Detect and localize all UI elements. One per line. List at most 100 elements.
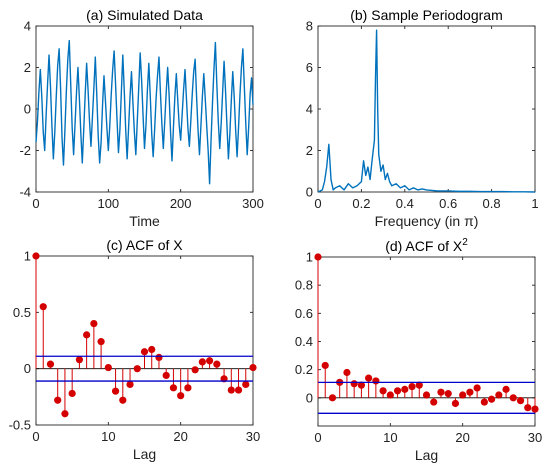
x-axis-label: Lag bbox=[415, 447, 438, 463]
plot-frame bbox=[317, 25, 536, 193]
x-tick-label: 0 bbox=[314, 196, 321, 211]
y-tick-label: -4 bbox=[19, 185, 31, 200]
x-tick-label: 0 bbox=[314, 430, 321, 445]
acf-marker bbox=[104, 363, 112, 372]
y-tick-label: 0.4 bbox=[295, 334, 313, 349]
plot-frame bbox=[35, 255, 254, 426]
x-tick-label: 0 bbox=[32, 196, 39, 211]
acf-marker bbox=[408, 382, 416, 391]
y-tick-label: 1 bbox=[306, 250, 313, 265]
title-superscript: 2 bbox=[462, 237, 468, 248]
acf-marker bbox=[372, 377, 380, 385]
acf-marker bbox=[46, 360, 55, 368]
acf-marker bbox=[119, 396, 127, 404]
chart-title: (a) Simulated Data bbox=[86, 7, 203, 23]
y-tick-label: 0 bbox=[24, 102, 31, 117]
acf-marker bbox=[480, 398, 488, 406]
acf-marker bbox=[162, 371, 170, 380]
y-tick-label: 0.2 bbox=[295, 362, 313, 377]
x-tick-label: 20 bbox=[173, 429, 187, 444]
acf-marker bbox=[140, 348, 149, 356]
x-tick-label: 20 bbox=[455, 430, 469, 445]
x-axis-label: Lag bbox=[133, 446, 156, 462]
acf-marker bbox=[343, 368, 351, 377]
x-tick-label: 1 bbox=[531, 196, 538, 211]
acf-marker bbox=[242, 380, 250, 389]
x-tick-label: 100 bbox=[97, 196, 119, 211]
acf-marker bbox=[54, 396, 62, 404]
acf-marker bbox=[191, 366, 199, 374]
acf-marker bbox=[198, 358, 206, 366]
acf-marker bbox=[32, 252, 40, 260]
panel-d-acf-x-squared: 0 10 20 30 0 0.2 0.4 0.6 0.8 1 (d) ACF of X2 Lag bbox=[295, 237, 542, 463]
acf-marker bbox=[83, 331, 91, 339]
series-line bbox=[317, 29, 536, 193]
chart-title: (b) Sample Periodogram bbox=[350, 7, 503, 23]
acf-marker bbox=[111, 387, 120, 395]
y-tick-label: 4 bbox=[24, 19, 31, 34]
acf-marker bbox=[148, 345, 156, 354]
y-tick-label: 0.5 bbox=[13, 305, 31, 320]
acf-marker bbox=[206, 357, 214, 365]
acf-marker bbox=[451, 399, 460, 408]
y-tick-label: 0 bbox=[24, 361, 31, 376]
x-tick-label: 0.2 bbox=[352, 196, 370, 211]
x-tick-label: 0 bbox=[32, 429, 39, 444]
x-tick-label: 30 bbox=[528, 430, 542, 445]
series-line bbox=[35, 39, 254, 185]
acf-marker bbox=[466, 388, 474, 396]
x-tick-label: 10 bbox=[383, 430, 397, 445]
acf-marker bbox=[422, 391, 431, 399]
acf-marker bbox=[444, 390, 452, 398]
acf-marker bbox=[502, 385, 510, 393]
acf-marker bbox=[379, 387, 387, 395]
y-tick-label: 0.8 bbox=[295, 278, 313, 293]
acf-marker bbox=[459, 391, 467, 399]
acf-marker bbox=[516, 397, 525, 405]
acf-marker bbox=[169, 384, 178, 392]
acf-marker bbox=[524, 404, 532, 412]
acf-marker bbox=[365, 374, 373, 382]
acf-marker bbox=[488, 395, 496, 403]
y-tick-label: 0 bbox=[306, 390, 313, 405]
acf-marker bbox=[177, 392, 185, 400]
acf-marker bbox=[401, 385, 409, 393]
x-tick-label: 0.4 bbox=[396, 196, 414, 211]
y-tick-label: 2 bbox=[306, 143, 313, 158]
acf-marker bbox=[68, 389, 76, 398]
acf-marker bbox=[184, 384, 192, 392]
acf-marker bbox=[328, 394, 337, 402]
y-tick-label: 1 bbox=[24, 249, 31, 264]
y-tick-label: -2 bbox=[19, 143, 31, 158]
chart-title: (c) ACF of X bbox=[106, 237, 183, 253]
acf-marker bbox=[437, 388, 445, 396]
y-tick-label: 6 bbox=[306, 60, 313, 75]
acf-marker bbox=[126, 380, 134, 389]
x-tick-label: 300 bbox=[242, 196, 264, 211]
acf-marker bbox=[386, 391, 394, 399]
acf-marker bbox=[75, 356, 83, 364]
acf-marker bbox=[495, 391, 503, 399]
x-tick-label: 0.6 bbox=[439, 196, 457, 211]
acf-marker bbox=[357, 381, 365, 389]
acf-marker bbox=[61, 410, 69, 418]
acf-marker bbox=[133, 365, 141, 373]
acf-marker bbox=[509, 394, 517, 402]
plot-frame bbox=[317, 256, 536, 427]
acf-marker bbox=[234, 386, 243, 394]
acf-marker bbox=[39, 303, 47, 311]
acf-marker bbox=[473, 384, 481, 392]
acf-marker bbox=[430, 398, 438, 406]
acf-marker bbox=[415, 381, 423, 389]
chart-title: (d) ACF of X2 bbox=[385, 237, 468, 254]
y-tick-label: 0 bbox=[306, 185, 313, 200]
y-tick-label: 0.6 bbox=[295, 306, 313, 321]
x-tick-label: 30 bbox=[246, 429, 260, 444]
x-tick-label: 200 bbox=[170, 196, 192, 211]
acf-marker bbox=[531, 405, 539, 413]
x-tick-label: 0.8 bbox=[483, 196, 501, 211]
y-tick-label: 8 bbox=[306, 19, 313, 34]
x-axis-label: Time bbox=[129, 213, 160, 229]
